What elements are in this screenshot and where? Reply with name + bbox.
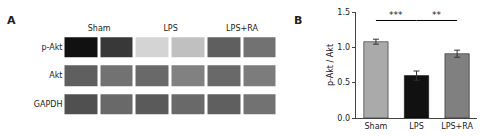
svg-text:Sham: Sham [88,24,111,33]
svg-text:0.0: 0.0 [337,114,350,123]
svg-text:**: ** [432,10,442,20]
svg-text:p-Akt / Akt: p-Akt / Akt [326,44,335,86]
svg-text:B: B [294,14,302,27]
svg-text:***: *** [389,10,403,20]
svg-text:Akt: Akt [49,71,62,80]
svg-text:LPS: LPS [409,122,423,131]
svg-text:1.5: 1.5 [337,8,350,17]
svg-text:1.0: 1.0 [337,43,350,52]
svg-text:p-Akt: p-Akt [41,43,62,52]
svg-text:Sham: Sham [365,122,388,131]
svg-text:LPS: LPS [163,24,177,33]
svg-text:0.5: 0.5 [337,78,350,87]
svg-text:LPS+RA: LPS+RA [226,24,258,33]
svg-text:LPS+RA: LPS+RA [441,122,473,131]
svg-text:A: A [7,14,16,27]
svg-text:GAPDH: GAPDH [34,100,63,109]
